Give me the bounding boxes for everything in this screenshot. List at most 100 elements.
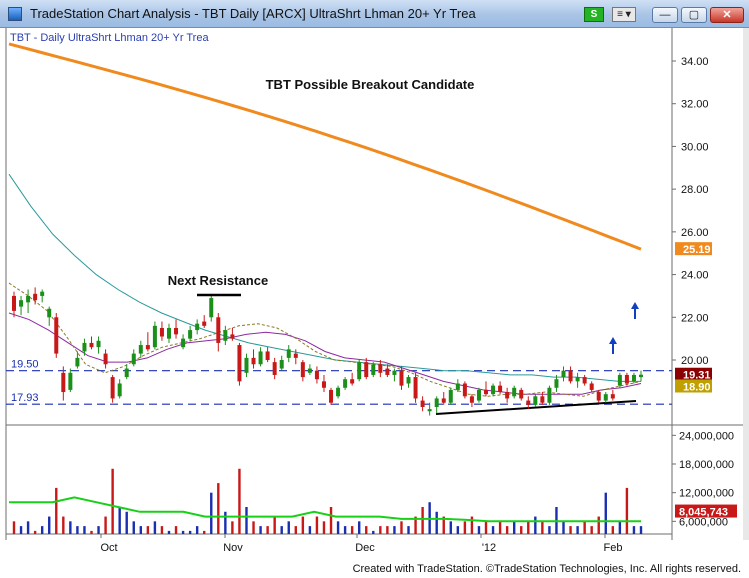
candle-body	[82, 342, 87, 352]
price-tick-label: 28.00	[681, 184, 709, 196]
candle-body	[103, 353, 108, 365]
title-bar[interactable]: TradeStation Chart Analysis - TBT Daily …	[0, 0, 749, 28]
candle-body	[202, 321, 207, 326]
volume-bar	[421, 507, 424, 534]
volume-bar	[548, 526, 551, 534]
candle	[96, 336, 101, 354]
candle	[392, 368, 397, 382]
candle-body	[26, 295, 31, 303]
volume-bar	[174, 526, 178, 534]
candle-body	[159, 327, 164, 337]
volume-tick-label: 18,000,000	[679, 459, 734, 471]
price-chart[interactable]: 19.50 17.93 34.00 32.00 30.00 28.00 26.00 24.0…	[0, 28, 749, 560]
candle-body	[138, 345, 143, 354]
footer-bar: Created with TradeStation. ©TradeStation…	[0, 560, 749, 578]
sma50-line	[8, 173, 641, 382]
volume-bar	[350, 526, 354, 534]
price-tick-label: 20.00	[681, 355, 709, 367]
candle	[603, 392, 608, 403]
candle-body	[272, 362, 277, 375]
volume-last-label: 8,045,743	[679, 507, 728, 519]
chart-menu-button[interactable]: ≡ ▾	[612, 7, 636, 22]
volume-bar	[33, 530, 37, 534]
volume-bar	[315, 516, 319, 534]
candle-body	[174, 327, 179, 335]
volume-bar	[188, 530, 192, 534]
candle	[12, 291, 16, 318]
candle-body	[145, 345, 150, 350]
candle-body	[12, 295, 16, 311]
volume-bar	[407, 526, 410, 534]
level-label-19-50: 19.50	[11, 359, 39, 371]
candle-body	[68, 372, 73, 390]
candle	[40, 289, 45, 303]
candle	[251, 349, 256, 369]
candle-body	[540, 396, 545, 403]
volume-bar	[365, 526, 368, 534]
volume-bar	[358, 521, 361, 534]
symbol-link-button[interactable]: S	[584, 7, 604, 22]
volume-bar	[400, 521, 403, 534]
candle	[364, 357, 369, 380]
candle	[272, 357, 277, 380]
horizontal-levels: 19.50 17.93	[6, 359, 672, 405]
volume-bar	[224, 511, 227, 534]
volume-bar	[527, 521, 530, 534]
volume-bar	[505, 526, 509, 534]
price-tick-label: 26.00	[681, 227, 709, 239]
volume-bar	[245, 507, 248, 534]
candle	[138, 340, 143, 358]
candle-body	[96, 340, 101, 348]
candle	[533, 394, 538, 407]
candle	[596, 389, 601, 403]
candle-body	[498, 385, 503, 393]
volume-bar	[329, 507, 333, 534]
candle	[505, 387, 510, 403]
tradestation-app-icon	[8, 7, 22, 21]
volume-bar	[210, 492, 213, 534]
candle-body	[19, 300, 24, 307]
candle-body	[505, 392, 510, 399]
volume-bar	[69, 521, 72, 534]
window-right-border	[743, 28, 749, 540]
volume-bar	[125, 511, 128, 534]
candle-body	[33, 293, 38, 301]
volume-bar	[287, 521, 290, 534]
candle	[582, 374, 587, 386]
candle	[371, 362, 376, 378]
candle-body	[244, 357, 249, 373]
candle-body	[329, 389, 334, 403]
candle-body	[371, 364, 376, 375]
volume-bar	[238, 468, 241, 534]
chart-title: TBT Possible Breakout Candidate	[266, 77, 475, 92]
volume-bar	[583, 521, 586, 534]
candle-body	[216, 317, 221, 343]
close-button[interactable]: ✕	[710, 7, 744, 23]
minimize-button[interactable]: —	[652, 7, 678, 23]
candle	[491, 383, 496, 397]
candle	[314, 366, 319, 384]
candlesticks	[12, 287, 643, 416]
candle-body	[512, 387, 517, 397]
candle	[631, 372, 636, 384]
candle	[103, 349, 108, 369]
candle-body	[533, 396, 538, 405]
candle	[61, 366, 66, 401]
volume-bar	[498, 521, 502, 534]
candle-body	[617, 374, 622, 386]
price-tick-label: 30.00	[681, 141, 709, 153]
candle-body	[117, 383, 122, 397]
candle	[174, 319, 179, 339]
candle-body	[491, 385, 496, 395]
volume-bar	[625, 487, 629, 534]
candle	[223, 325, 228, 346]
volume-bar	[442, 516, 445, 534]
maximize-button[interactable]: ▢	[681, 7, 707, 23]
candle-body	[385, 368, 390, 375]
candle	[321, 374, 326, 393]
candle-body	[547, 387, 552, 403]
volume-bar	[463, 521, 467, 534]
candle-body	[131, 353, 136, 365]
candle	[434, 396, 439, 414]
price-tick-label: 32.00	[681, 99, 709, 111]
